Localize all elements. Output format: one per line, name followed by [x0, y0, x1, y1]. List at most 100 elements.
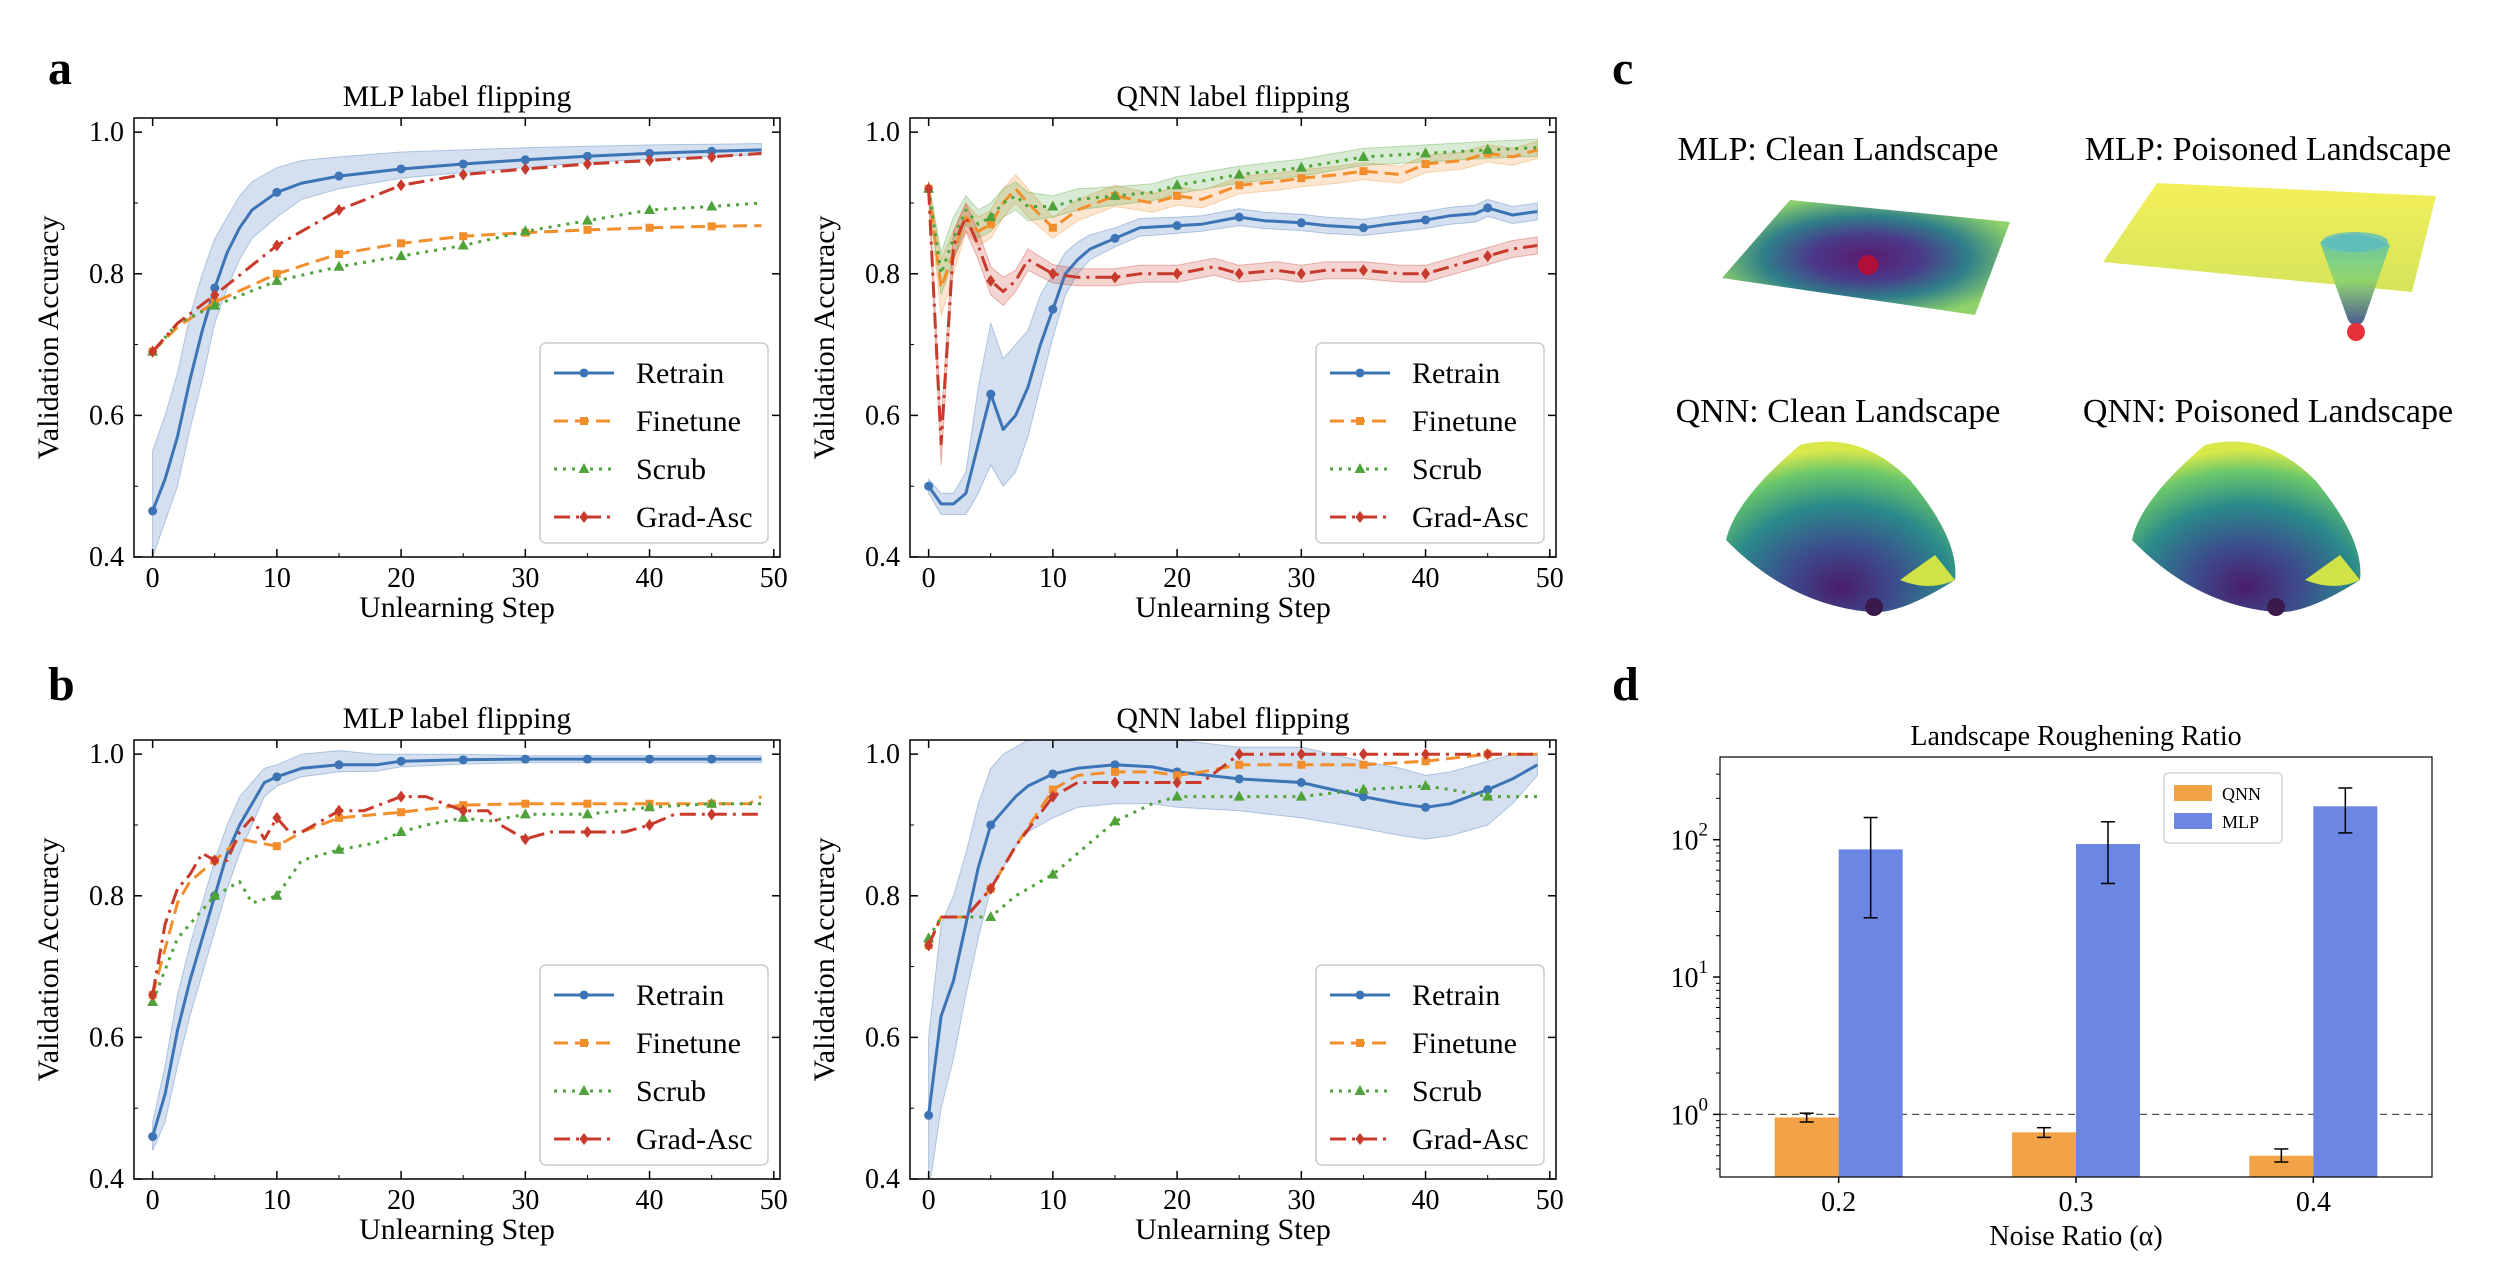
- marker-scrub: [644, 204, 656, 215]
- marker-retrain: [1234, 774, 1244, 784]
- marker-grad_asc: [1110, 776, 1120, 789]
- bar-mlp_bar: [2076, 844, 2140, 1177]
- marker-grad_asc: [924, 939, 934, 952]
- x-axis-label: Unlearning Step: [359, 591, 555, 624]
- bar-qnn_bar: [1774, 1117, 1839, 1177]
- series-line-finetune: [151, 224, 762, 353]
- marker-grad_asc: [645, 154, 655, 167]
- marker-scrub: [457, 239, 469, 250]
- x-tick-label: 0.2: [1821, 1187, 1856, 1218]
- marker-grad_asc: [210, 289, 220, 302]
- x-tick-label: 40: [1412, 563, 1440, 594]
- marker-grad_asc: [1172, 267, 1182, 280]
- marker-finetune: [1110, 767, 1119, 776]
- y-tick-label: 0.6: [865, 1022, 900, 1053]
- marker-scrub: [1047, 200, 1059, 211]
- marker-scrub: [1420, 780, 1432, 791]
- marker-grad_asc: [1048, 267, 1058, 280]
- marker-grad_asc: [1296, 748, 1306, 761]
- legend-label-grad_asc: Grad-Asc: [636, 1123, 753, 1156]
- marker-finetune: [521, 799, 530, 808]
- x-tick-label: 10: [1039, 1185, 1067, 1216]
- marker-finetune: [583, 799, 592, 808]
- marker-retrain: [396, 756, 406, 766]
- x-tick-label: 50: [1536, 563, 1564, 594]
- x-tick-label: 0.4: [2296, 1187, 2331, 1218]
- legend-box: [539, 342, 769, 544]
- legend-box: [1315, 342, 1545, 544]
- y-tick-label: 101: [1671, 957, 1709, 994]
- marker-finetune: [334, 813, 343, 822]
- marker-finetune: [986, 220, 995, 229]
- y-axis-label: Validation Accuracy: [808, 215, 841, 459]
- legend-label-grad_asc: Grad-Asc: [1412, 1123, 1529, 1156]
- marker-scrub: [519, 808, 531, 819]
- marker-retrain: [645, 148, 655, 158]
- marker-scrub: [1171, 179, 1183, 190]
- x-tick-label: 20: [387, 563, 415, 594]
- marker-scrub: [209, 889, 221, 900]
- series-line-grad_asc: [151, 151, 762, 353]
- y-tick-label: 1.0: [865, 739, 900, 770]
- y-tick-label: 0.4: [865, 542, 900, 573]
- minimum-marker: [1858, 255, 1878, 275]
- marker-finetune: [1048, 223, 1057, 232]
- marker-retrain: [1048, 304, 1058, 314]
- legend-label-finetune: Finetune: [636, 1027, 741, 1060]
- marker-finetune: [1421, 757, 1430, 766]
- marker-retrain: [924, 481, 934, 491]
- legend-label-retrain: Retrain: [1412, 979, 1500, 1012]
- marker-retrain: [1110, 760, 1120, 770]
- marker-retrain: [1421, 215, 1431, 225]
- marker-grad_asc: [986, 882, 996, 895]
- legend-label-grad_asc: Grad-Asc: [636, 501, 753, 534]
- marker-retrain: [986, 389, 996, 399]
- x-tick-label: 0: [922, 563, 936, 594]
- landscape-title-mlp-poisoned: MLP: Poisoned Landscape: [2085, 131, 2451, 168]
- marker-grad_asc: [148, 988, 158, 1001]
- y-tick-label: 0.8: [89, 881, 124, 912]
- y-tick-label: 1.0: [865, 117, 900, 148]
- marker-scrub: [1357, 783, 1369, 794]
- marker-scrub: [985, 211, 997, 222]
- chart-title: QNN label flipping: [1116, 702, 1349, 735]
- legend-marker-finetune: [580, 417, 588, 425]
- marker-retrain: [1110, 233, 1120, 243]
- chart-title: MLP label flipping: [343, 80, 572, 113]
- x-tick-label: 40: [636, 1185, 664, 1216]
- marker-retrain: [582, 151, 592, 161]
- marker-grad_asc: [582, 158, 592, 171]
- y-tick-label: 0.4: [89, 1164, 124, 1195]
- legend-label-scrub: Scrub: [636, 1075, 706, 1108]
- landscape-panel: MLP: Clean Landscape MLP: Poisoned Lands…: [1676, 131, 2453, 616]
- legend-label-qnn_bar: QNN: [2222, 784, 2261, 804]
- marker-retrain: [148, 506, 158, 516]
- y-tick-label: 0.4: [865, 1164, 900, 1195]
- plot-frame: [909, 117, 1557, 558]
- marker-finetune: [272, 269, 281, 278]
- legend-marker-grad_asc: [579, 1133, 589, 1145]
- marker-retrain: [334, 171, 344, 181]
- x-axis-label: Unlearning Step: [1135, 1213, 1331, 1246]
- marker-retrain: [396, 164, 406, 174]
- bar-qnn_bar: [2012, 1132, 2076, 1177]
- marker-finetune: [1359, 167, 1368, 176]
- marker-retrain: [1421, 802, 1431, 812]
- marker-retrain: [645, 754, 655, 764]
- marker-scrub: [1295, 790, 1307, 801]
- marker-grad_asc: [210, 854, 220, 867]
- marker-grad_asc: [645, 818, 655, 831]
- legend-box: [1315, 964, 1545, 1166]
- marker-scrub: [1295, 161, 1307, 172]
- legend-label-mlp_bar: MLP: [2222, 812, 2259, 832]
- mlp-clean-surface: [1722, 200, 2010, 315]
- legend: Retrain Finetune Scrub Grad-Asc: [539, 964, 769, 1166]
- y-tick-label: 102: [1671, 820, 1709, 857]
- qnn-clean-surface: [1726, 441, 1956, 616]
- legend-swatch-qnn_bar: [2174, 785, 2212, 801]
- legend-marker-retrain: [1355, 990, 1365, 1000]
- landscape-title-qnn-clean: QNN: Clean Landscape: [1676, 393, 2001, 430]
- marker-retrain: [334, 760, 344, 770]
- marker-retrain: [458, 159, 468, 169]
- marker-grad_asc: [707, 150, 717, 163]
